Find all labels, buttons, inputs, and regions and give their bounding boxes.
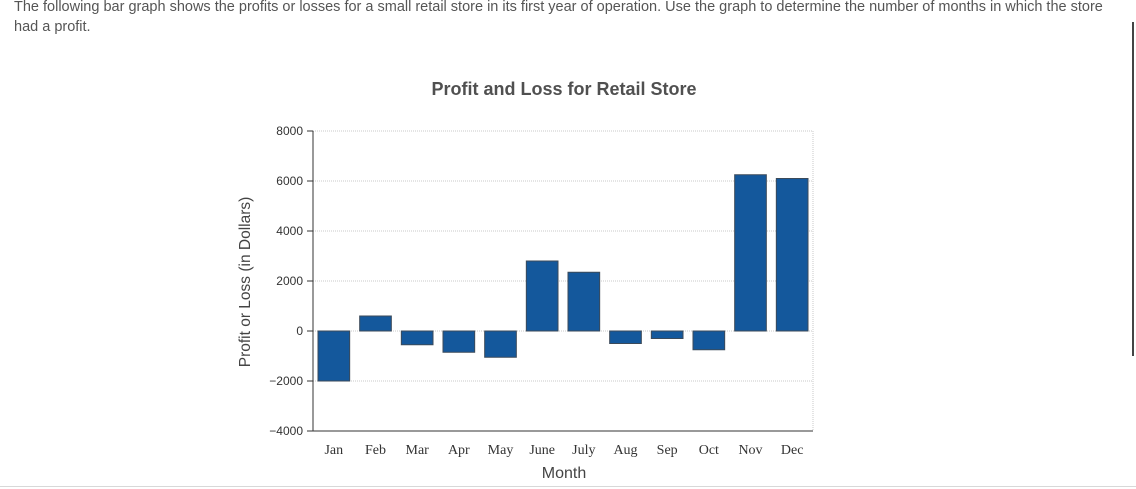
y-tick-label: 0: [296, 324, 303, 338]
grid-layer: [313, 130, 814, 431]
y-tick-label: −2000: [269, 374, 303, 388]
chart-title: Profit and Loss for Retail Store: [431, 79, 697, 99]
bar-apr: [442, 330, 476, 353]
bar-sep: [650, 330, 684, 339]
axis-layer: [307, 130, 813, 432]
bar-dec: [775, 178, 809, 332]
x-tick-label: Feb: [365, 443, 386, 458]
x-tick-label: Dec: [781, 443, 804, 458]
scrollbar-track[interactable]: [1132, 22, 1134, 356]
x-tick-label: Oct: [699, 443, 719, 458]
bar-oct: [692, 330, 726, 351]
question-text: The following bar graph shows the profit…: [14, 0, 1103, 35]
x-tick-label: Sep: [657, 443, 678, 458]
bar-nov: [734, 174, 767, 332]
x-axis-label: Month: [541, 465, 587, 482]
y-tick-label: 2000: [276, 274, 303, 288]
x-tick-label: June: [529, 443, 555, 458]
x-tick-label: May: [488, 443, 514, 458]
x-tick-label: Aug: [613, 443, 637, 458]
divider: [0, 486, 1136, 487]
y-tick-label: −4000: [269, 424, 303, 438]
y-tick-label: 6000: [276, 174, 303, 188]
x-tick-label: July: [572, 443, 595, 458]
y-tick-label: 8000: [276, 124, 303, 138]
y-tick-label: 4000: [276, 224, 303, 238]
bar-mar: [400, 330, 434, 346]
ticks-layer: 8000 6000 4000 2000 0 −2000 −4000 Jan Feb Mar Apr M…: [269, 124, 803, 458]
x-tick-label: Nov: [738, 443, 762, 458]
bar-feb: [359, 315, 392, 332]
bar-may: [484, 330, 517, 358]
bar-july: [567, 271, 601, 332]
x-tick-label: Mar: [406, 443, 430, 458]
bar-jan: [317, 330, 351, 382]
bars-layer: [317, 174, 809, 382]
bar-aug: [609, 330, 642, 344]
bar-june: [525, 260, 559, 332]
x-tick-label: Jan: [324, 443, 343, 458]
x-tick-label: Apr: [448, 443, 470, 458]
